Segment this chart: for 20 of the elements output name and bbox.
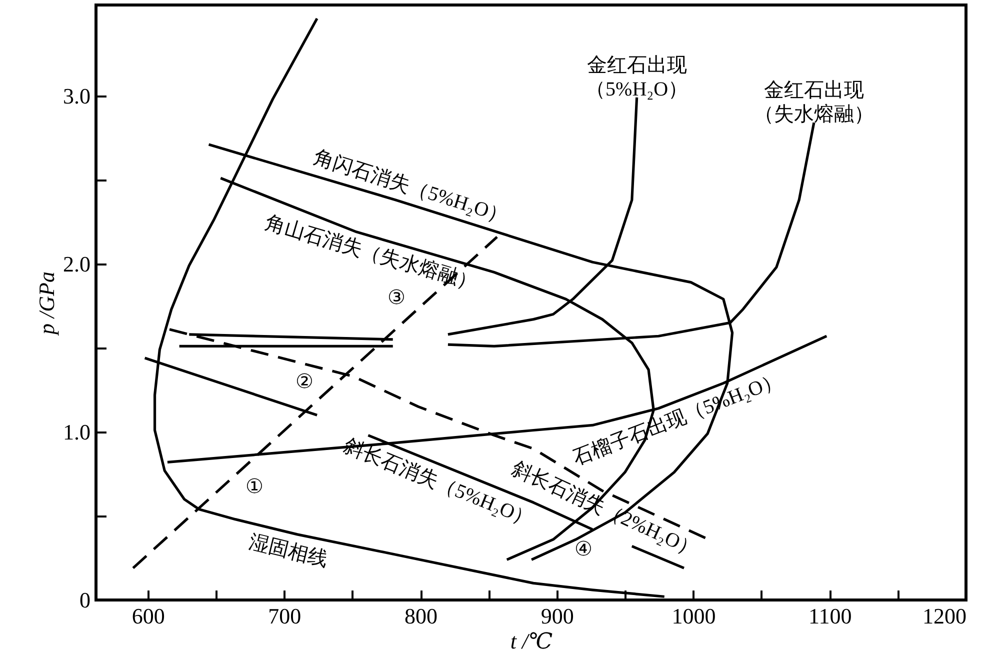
x-axis-title: t /℃ <box>510 628 554 654</box>
annotation: ④ <box>574 538 592 560</box>
x-tick-label: 1200 <box>922 604 966 628</box>
annotation: 湿固相线 <box>247 530 330 572</box>
x-tick-label: 600 <box>132 604 165 628</box>
y-tick-label: 0 <box>80 588 90 612</box>
x-tick-label: 900 <box>540 604 574 628</box>
annotation: ① <box>245 476 264 498</box>
x-tick-label: 1000 <box>672 604 716 628</box>
annotation: 金红石出现（失水熔融） <box>754 80 874 126</box>
x-tick-label: 800 <box>404 604 438 628</box>
y-tick-label: 1.0 <box>63 419 90 444</box>
y-tick-label: 2.0 <box>63 251 90 276</box>
x-tick-label: 700 <box>268 604 302 628</box>
x-tick-label: 1100 <box>808 604 852 628</box>
y-tick-label: 3.0 <box>63 83 90 108</box>
annotation: ② <box>296 371 314 394</box>
y-axis-title: p /GPa <box>34 272 59 336</box>
annotation: ③ <box>387 286 406 309</box>
annotation: 金红石出现（5%H₂O） <box>586 54 688 100</box>
